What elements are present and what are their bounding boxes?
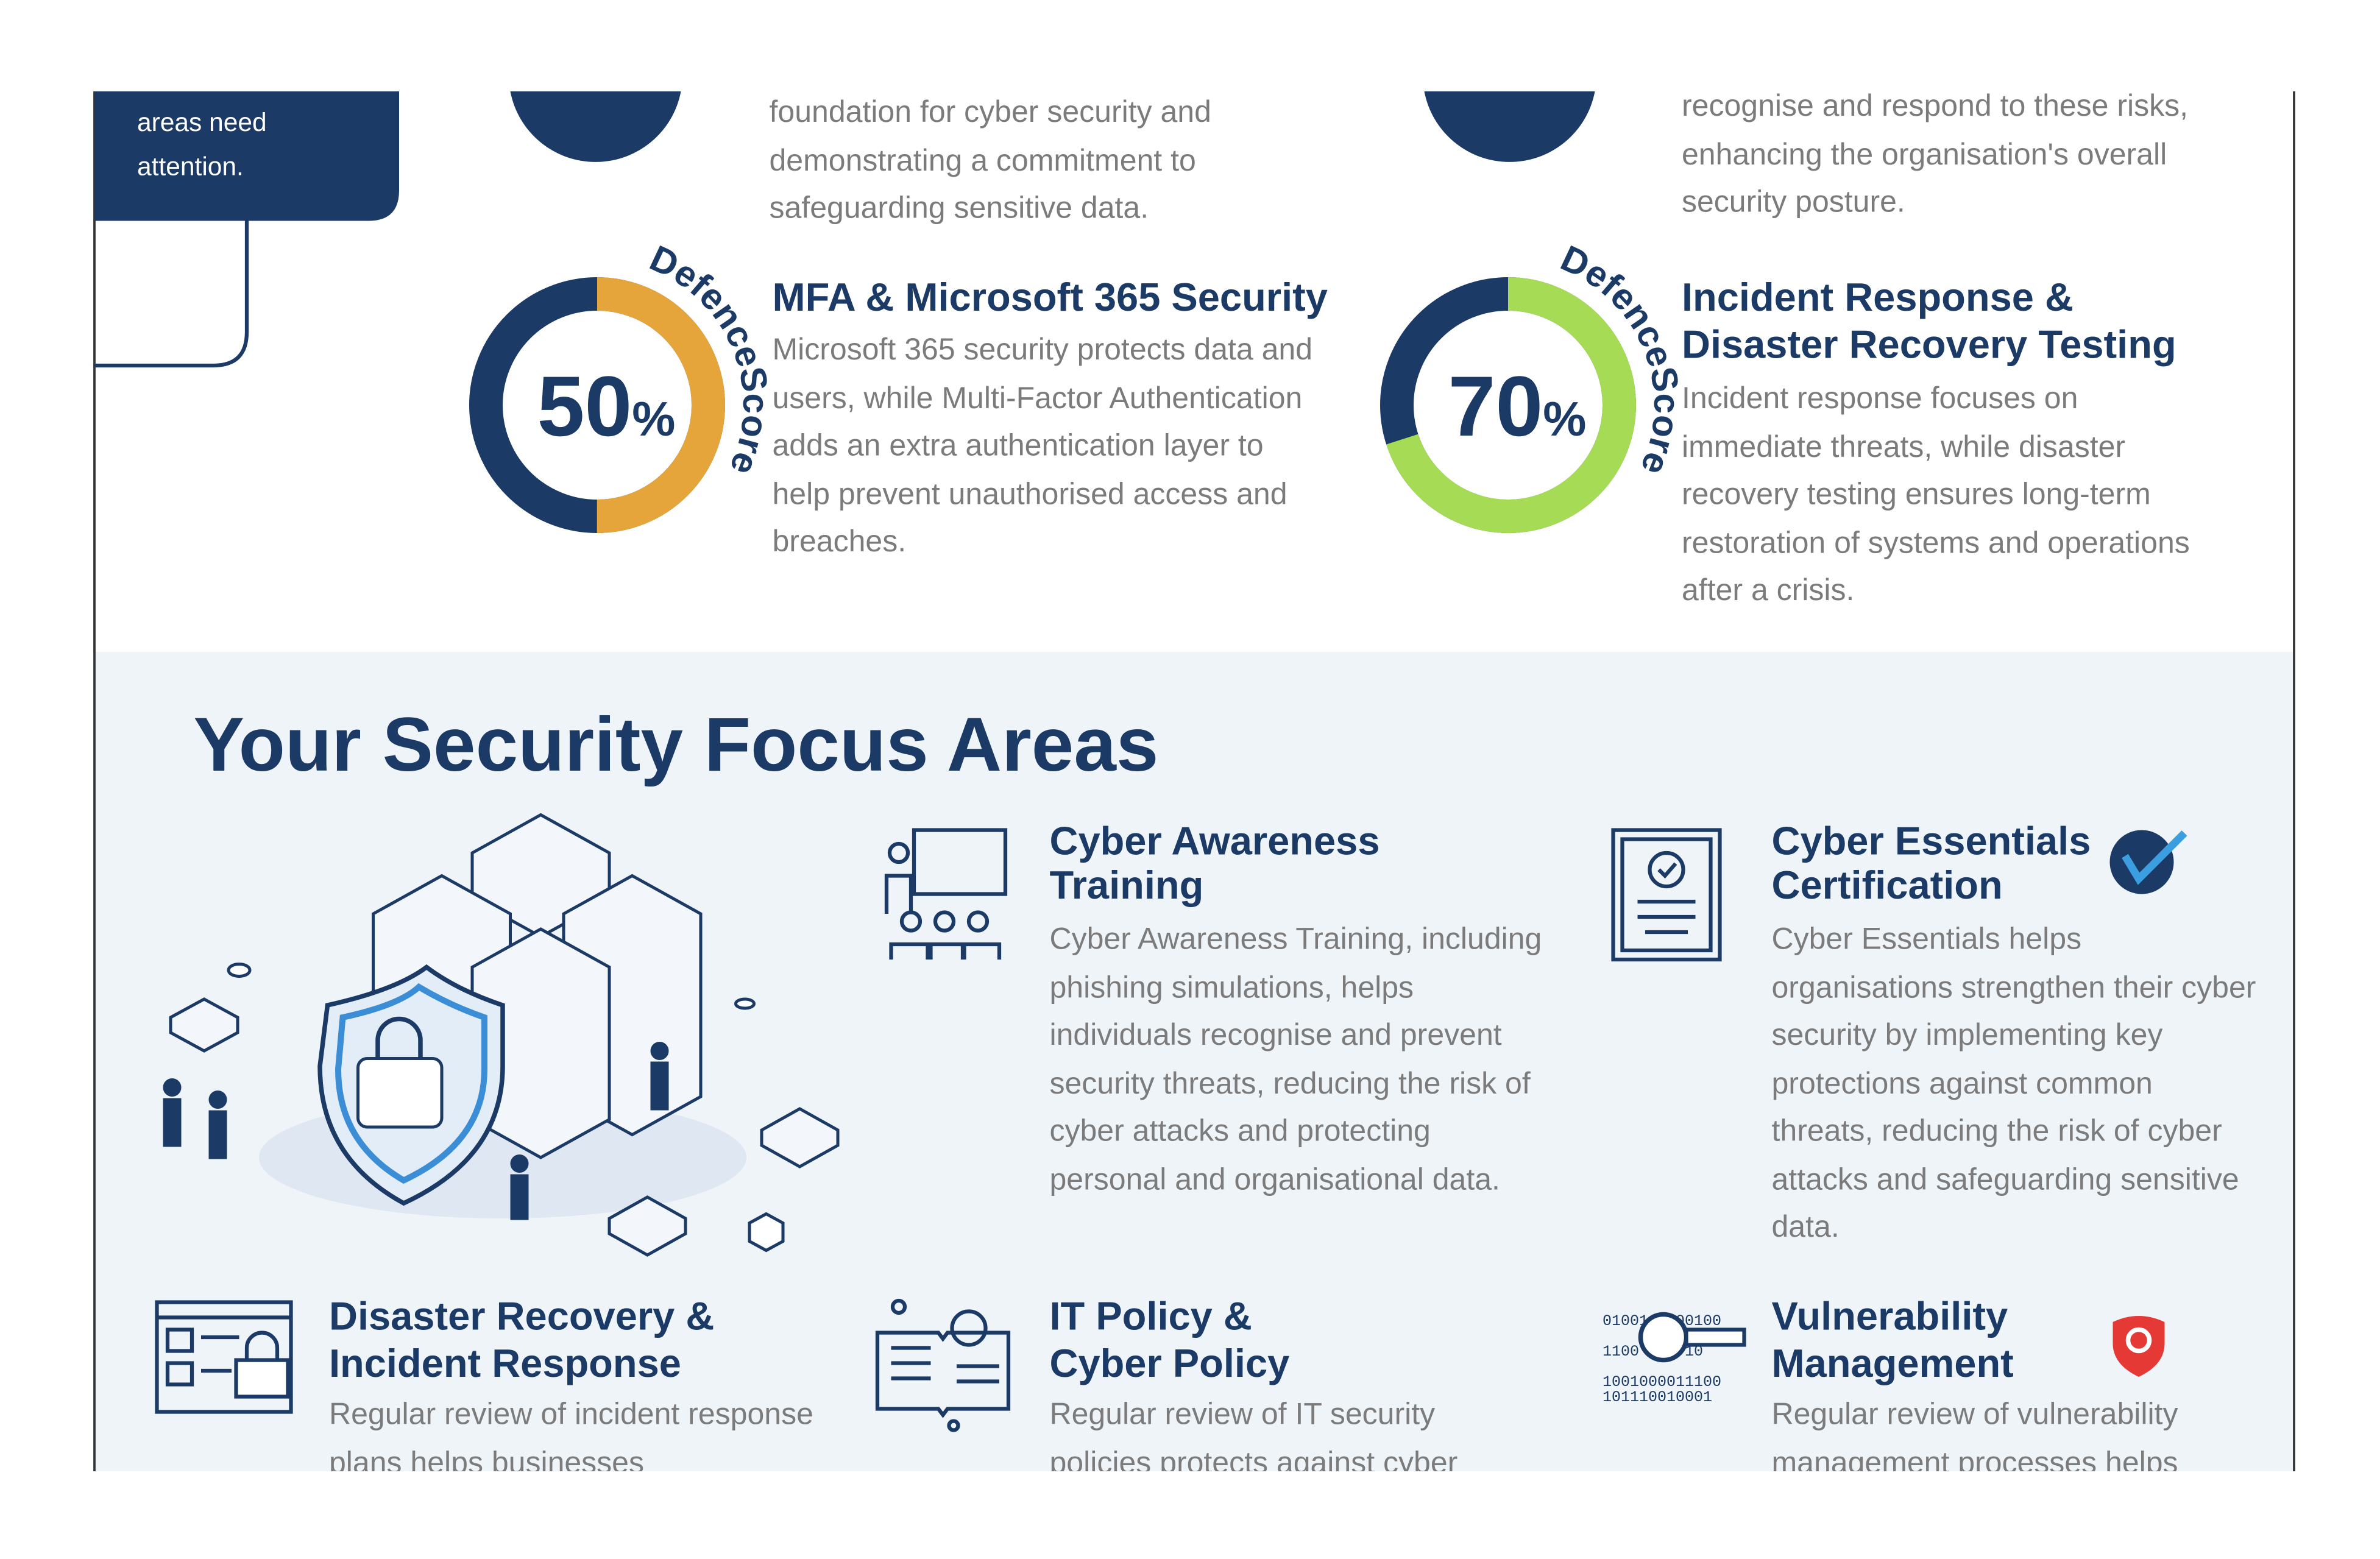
score-value: 70% xyxy=(1448,358,1587,454)
focus-title: Cyber Essentials Certification xyxy=(1771,818,2091,908)
clip: Disaster Recovery & Incident Response Re… xyxy=(329,1293,2178,1472)
ring-score xyxy=(469,277,725,533)
score-value: 50% xyxy=(537,358,676,454)
ring-score xyxy=(1380,277,1636,533)
svg-text:101110010001: 101110010001 xyxy=(1603,1388,1712,1406)
illustration xyxy=(163,813,840,1257)
vuln-icon: 0100110100100 1100 10 1001000011100 1011… xyxy=(1603,1312,1746,1406)
score-description: Microsoft 365 security protects data and… xyxy=(772,333,1313,559)
score-number: 70 xyxy=(1448,358,1543,454)
svg-text:1001000011100: 1001000011100 xyxy=(1603,1373,1721,1391)
intro-text: foundation for cyber security and demons… xyxy=(769,96,1211,226)
focus-title: Disaster Recovery & Incident Response xyxy=(329,1293,715,1387)
sidebar-text: areas need attention. xyxy=(137,108,267,182)
partial-circle xyxy=(1424,91,1595,162)
section-heading: Your Security Focus Areas xyxy=(193,702,1159,788)
sidebar-box xyxy=(94,91,399,221)
partial-circle xyxy=(510,91,681,162)
training-icon xyxy=(884,828,1008,960)
focus-title: IT Policy & Cyber Policy xyxy=(1049,1293,1290,1387)
dr-icon xyxy=(155,1300,293,1414)
policy-icon xyxy=(875,1298,1011,1432)
focus-description: Regular review of incident response plan… xyxy=(329,1398,813,1471)
focus-title: Cyber Awareness Training xyxy=(1049,818,1380,908)
score-title: MFA & Microsoft 365 Security xyxy=(772,274,1328,320)
score-unit: % xyxy=(632,392,675,446)
score-title: Incident Response & Disaster Recovery Te… xyxy=(1682,274,2176,367)
score-number: 50 xyxy=(537,358,632,454)
score-description: Incident response focuses on immediate t… xyxy=(1682,382,2190,608)
focus-description: Regular review of vulnerability manageme… xyxy=(1771,1398,2178,1471)
score-unit: % xyxy=(1543,392,1586,446)
focus-description: Cyber Awareness Training, including phis… xyxy=(1049,923,1542,1197)
connector xyxy=(94,221,249,368)
qualys-icon xyxy=(2113,1316,2165,1377)
focus-description: Cyber Essentials helps organisations str… xyxy=(1771,923,2256,1245)
ce-badge xyxy=(2109,830,2187,894)
focus-description: Regular review of IT security policies p… xyxy=(1049,1398,1458,1471)
focus-title: Vulnerability Management xyxy=(1771,1293,2014,1387)
intro-text: recognise and respond to these risks, en… xyxy=(1682,90,2189,220)
certificate-icon xyxy=(1611,828,1722,962)
